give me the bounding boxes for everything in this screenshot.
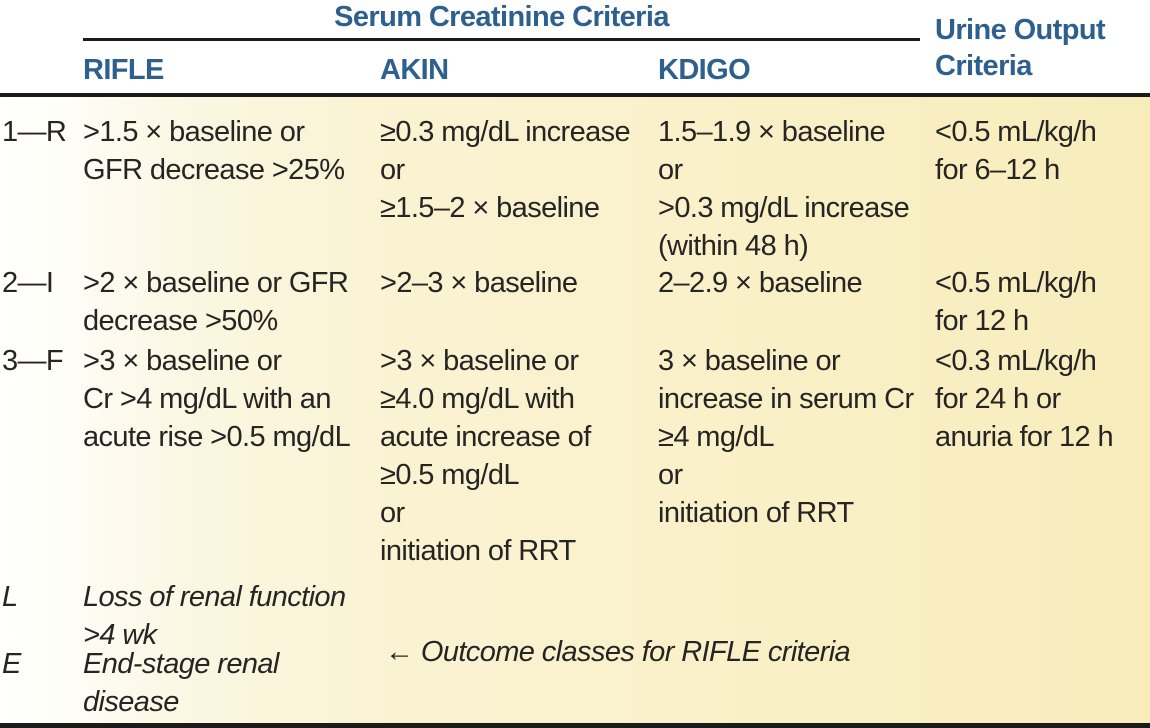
urine-output-criteria-header: Urine Output Criteria	[935, 14, 1106, 82]
table-row-stage-3: 3—F >3 × baseline or Cr >4 mg/dL with an…	[0, 338, 1150, 578]
table-body: 1—R >1.5 × baseline or GFR decrease >25%…	[0, 97, 1150, 728]
table-row-stage-2: 2—I >2 × baseline or GFR decrease >50% >…	[0, 262, 1150, 338]
column-header-rifle: RIFLE	[83, 54, 164, 86]
urine-output-cell: <0.5 mL/kg/h for 6–12 h	[935, 116, 1097, 186]
table-row-outcome-esrd: E End-stage renal disease	[0, 645, 1150, 719]
urine-output-cell: <0.3 mL/kg/h for 24 h or anuria for 12 h	[935, 345, 1114, 453]
rifle-cell: >3 × baseline or Cr >4 mg/dL with an acu…	[83, 345, 351, 453]
stage-label: 1—R	[2, 116, 67, 148]
urine-output-cell: <0.5 mL/kg/h for 12 h	[935, 267, 1097, 337]
kdigo-cell: 1.5–1.9 × baseline or >0.3 mg/dL increas…	[658, 116, 910, 262]
akin-cell: >3 × baseline or ≥4.0 mg/dL with acute i…	[380, 345, 591, 567]
kdigo-cell: 3 × baseline or increase in serum Cr ≥4 …	[658, 345, 914, 529]
akin-cell: ≥0.3 mg/dL increase or ≥1.5–2 × baseline	[380, 116, 631, 224]
outcome-text-loss: Loss of renal function >4 wk	[83, 581, 346, 651]
table-row-outcome-loss: L Loss of renal function >4 wk	[0, 578, 1150, 651]
outcome-text-esrd: End-stage renal disease	[83, 648, 279, 718]
kdigo-cell: 2–2.9 × baseline	[658, 267, 863, 299]
stage-label: 2—I	[2, 267, 54, 299]
column-header-kdigo: KDIGO	[658, 54, 751, 86]
serum-group-underline	[83, 38, 920, 41]
column-header-akin: AKIN	[380, 54, 449, 86]
serum-creatinine-group-title: Serum Creatinine Criteria	[334, 1, 669, 33]
stage-label: 3—F	[2, 345, 64, 377]
outcome-label-L: L	[2, 581, 18, 613]
akin-cell: >2–3 × baseline	[380, 267, 578, 299]
table-header: Serum Creatinine Criteria Urine Output C…	[0, 0, 1150, 97]
rifle-cell: >1.5 × baseline or GFR decrease >25%	[83, 116, 345, 186]
table-row-stage-1: 1—R >1.5 × baseline or GFR decrease >25%…	[0, 97, 1150, 262]
outcome-classes-annotation: ← Outcome classes for RIFLE criteria	[385, 636, 851, 668]
rifle-cell: >2 × baseline or GFR decrease >50%	[83, 267, 349, 337]
outcome-label-E: E	[2, 648, 21, 680]
